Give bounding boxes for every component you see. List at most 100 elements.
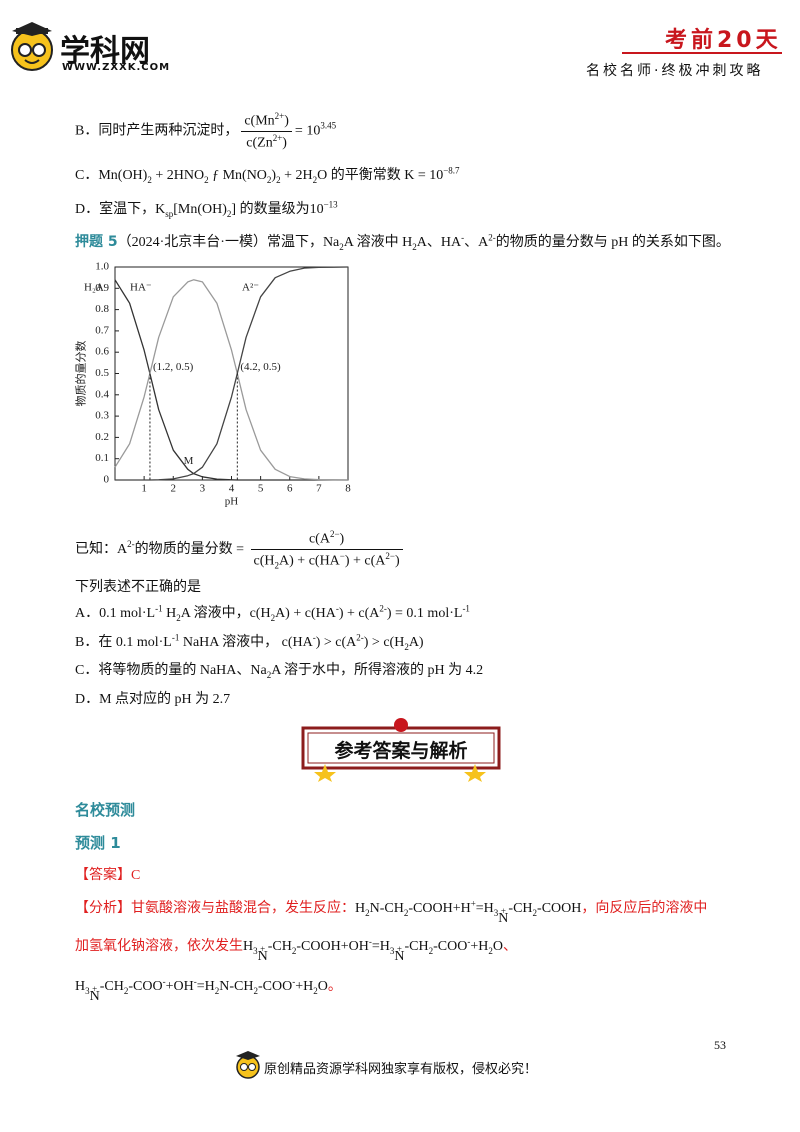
text: 加氢氧化钠溶液，依次发生 xyxy=(75,939,243,954)
series-line xyxy=(114,279,348,481)
text: 的物质的量分数与 pH 的关系如下图。 xyxy=(495,235,730,250)
y-tick-label: 0 xyxy=(104,474,110,486)
subscript: 2 xyxy=(403,907,409,918)
subscript: 2 xyxy=(313,985,318,996)
subscript: 3 xyxy=(85,985,90,996)
text: -COOH+OH xyxy=(296,939,369,954)
text: -COO xyxy=(257,979,293,994)
superscript: - xyxy=(461,232,465,243)
text: ) = 0.1 mol·L xyxy=(386,606,463,621)
text: 、 xyxy=(502,939,517,954)
y-tick-label: 0.4 xyxy=(95,388,109,400)
question-label: 押题 5 xyxy=(75,234,118,250)
choice: B．在 0.1 mol·L-1 NaHA 溶液中， c(HA-) > c(A2-… xyxy=(75,631,424,651)
subscript: 2 xyxy=(123,985,129,996)
subscript: 2 xyxy=(270,612,276,623)
answer-value: C xyxy=(131,868,141,883)
text: + 2HNO xyxy=(151,168,205,183)
charge: + xyxy=(396,944,402,954)
x-tick-label: 5 xyxy=(258,483,264,495)
atom: N xyxy=(257,949,268,964)
logo-url: WWW.ZXXK.COM xyxy=(62,62,171,73)
denominator: c(Zn2+) xyxy=(241,132,292,153)
subscript: 2 xyxy=(428,945,434,956)
choice: D．M 点对应的 pH 为 2.7 xyxy=(75,688,230,708)
analysis-line: 加氢氧化钠溶液，依次发生H3 + N -CH2-COOH+OH-=H3 + N -CH2-C… xyxy=(75,935,517,964)
text: =H xyxy=(196,979,215,994)
text: +H xyxy=(470,939,489,954)
prompt: 下列表述不正确的是 xyxy=(75,580,201,595)
y-tick-label: 0.2 xyxy=(95,431,109,443)
numerator: c(Mn2+) xyxy=(241,110,292,132)
text: +OH xyxy=(165,979,194,994)
segment: 加氢氧化钠溶液，依次发生 xyxy=(75,939,243,954)
subscript: 2 xyxy=(266,174,272,185)
text: A) xyxy=(408,635,424,650)
subscript: 2 xyxy=(176,612,181,623)
text: D．室温下，K xyxy=(75,202,166,217)
text: ) xyxy=(395,553,400,569)
text: A 溶于水中，所得溶液的 pH 为 4.2 xyxy=(271,663,484,678)
text: A 溶液中，c(H xyxy=(180,606,271,621)
text: -COOH+H xyxy=(408,901,471,916)
subscript: 3 xyxy=(493,907,499,918)
text: A) + c(HA xyxy=(275,606,336,621)
charge: + xyxy=(92,984,98,994)
y-tick-label: 0.8 xyxy=(95,303,109,315)
atom: N xyxy=(394,949,405,964)
logo-text: 学科网 xyxy=(60,34,150,69)
text: NaHA 溶液中， c(HA xyxy=(179,635,313,650)
superscript: - xyxy=(335,603,339,614)
x-tick-label: 6 xyxy=(287,483,293,495)
superscript: 2- xyxy=(488,232,496,243)
charged-atom: + N xyxy=(257,945,268,964)
superscript: 2− xyxy=(329,529,340,539)
superscript: - xyxy=(193,976,197,987)
subscript: 2 xyxy=(488,945,493,956)
superscript: -1 xyxy=(171,632,180,643)
annotation: M xyxy=(184,455,194,467)
charged-atom: + N xyxy=(394,944,405,964)
logo-icon xyxy=(11,22,53,71)
text: H xyxy=(355,901,366,916)
numerator: c(A2−) xyxy=(250,528,403,550)
analysis-line: H3 + N -CH2-COO-+OH-=H2N-CH2-COO-+H2O。 xyxy=(75,975,342,1003)
subsection-title: 预测 1 xyxy=(75,834,121,852)
subscript: 2 xyxy=(214,985,220,996)
banner-deco xyxy=(301,718,501,782)
charged-atom: + N xyxy=(90,984,100,1004)
choice: C．将等物质的量的 NaHA、Na2A 溶于水中，所得溶液的 pH 为 4.2 xyxy=(75,659,483,680)
y-tick-label: 0.6 xyxy=(95,346,109,358)
question-text: （2024·北京丰台·一模）常温下，Na2A 溶液中 H2A、HA-、A2-的物… xyxy=(118,232,730,252)
text: =H xyxy=(371,939,390,954)
superscript: -1 xyxy=(462,603,470,614)
segment: H3 + N -CH2-COO-+OH-=H2N-CH2-COO-+H2O xyxy=(75,976,328,1003)
text: -CH xyxy=(508,901,533,916)
superscript: - xyxy=(467,936,471,947)
x-tick-label: 2 xyxy=(171,483,177,495)
text: ) > c(A xyxy=(315,635,357,650)
text: c(Mn xyxy=(244,113,275,129)
segment: 。 xyxy=(328,979,342,994)
text: A) + c(HA xyxy=(279,553,340,569)
superscript: 2- xyxy=(127,539,135,550)
y-tick-label: 0.7 xyxy=(95,324,109,336)
text: c(Zn xyxy=(246,135,273,151)
text: H xyxy=(243,939,254,954)
text: O xyxy=(317,979,328,994)
text: A、HA xyxy=(416,235,462,250)
y-tick-label: 0.9 xyxy=(95,282,109,294)
text: A．0.1 mol·L xyxy=(75,606,156,621)
text: N-CH xyxy=(219,979,254,994)
series-line xyxy=(115,266,349,481)
subscript: 3 xyxy=(253,945,258,956)
subscript: 2 xyxy=(339,241,344,252)
text: -COO xyxy=(433,939,468,954)
text: D．M 点对应的 pH 为 2.7 xyxy=(75,692,231,707)
known: 已知：A2-的物质的量分数 = c(A2−) c(H2A) + c(HA−) + … xyxy=(75,528,406,571)
text: +H xyxy=(295,979,314,994)
text: ƒ Mn(NO xyxy=(208,168,267,183)
footer-text: 原创精品资源学科网独家享有版权，侵权必究！ xyxy=(264,1061,538,1076)
text: B．同时产生两种沉淀时， xyxy=(75,123,239,139)
subscript: 2 xyxy=(274,560,280,571)
